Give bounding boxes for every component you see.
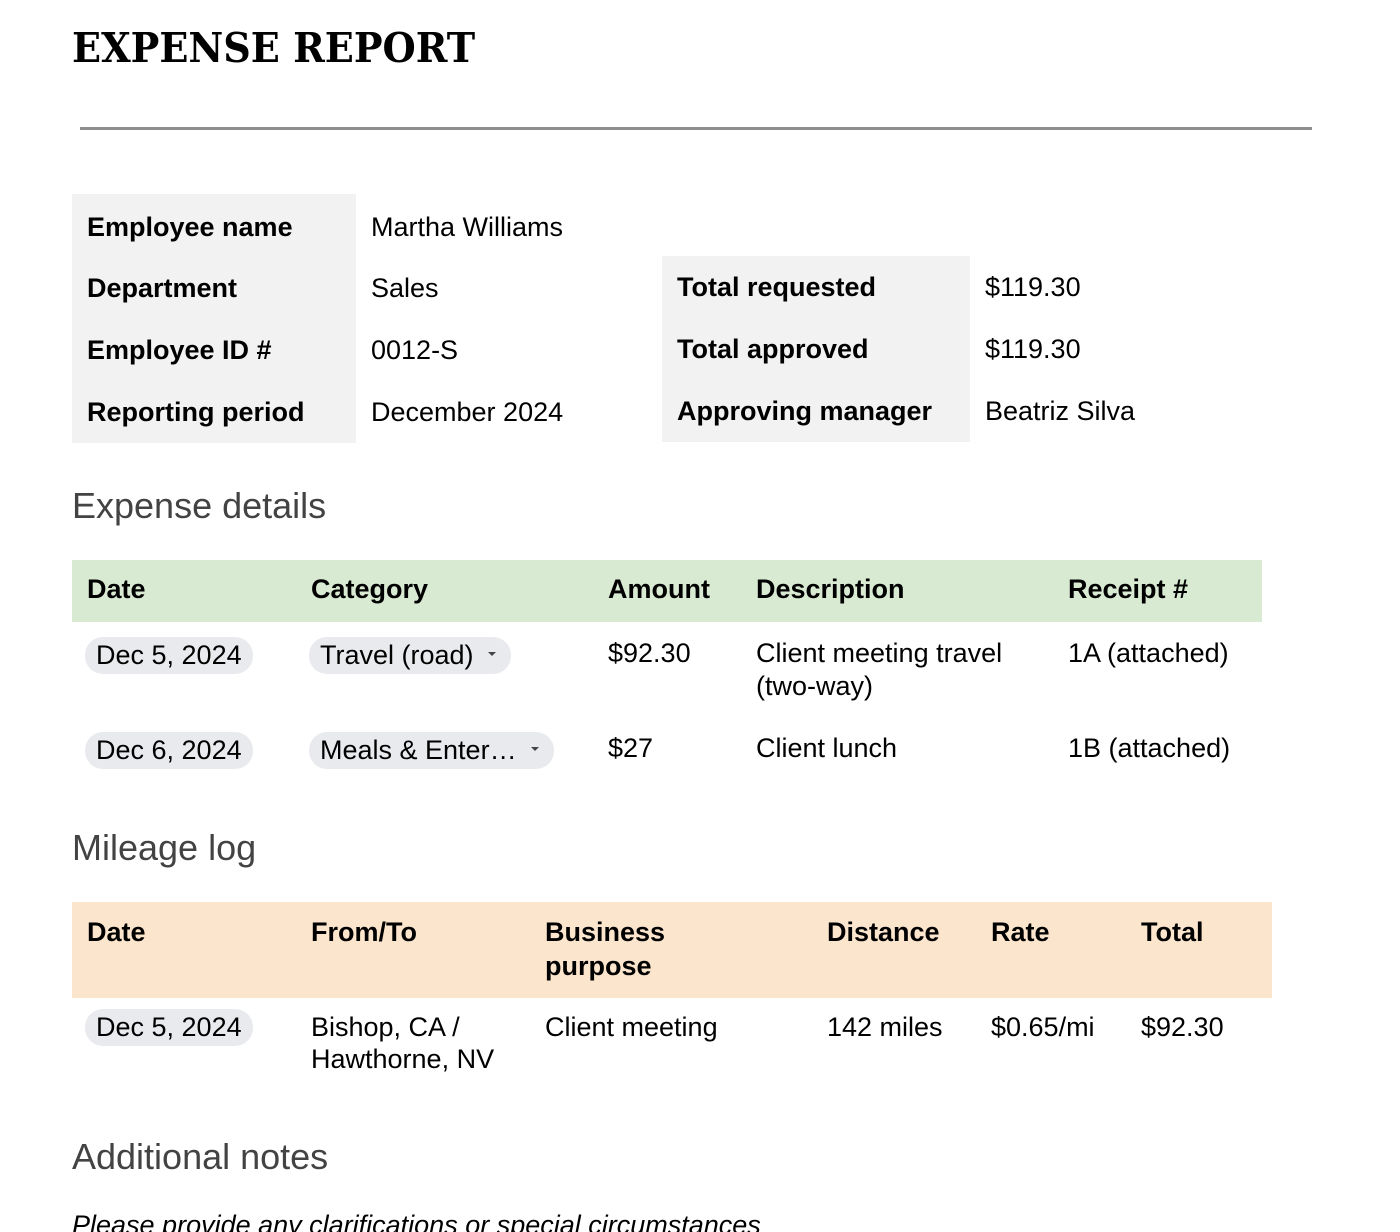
category-cell: Meals & Enter… [296,717,593,769]
description-cell[interactable]: Client lunch [756,733,898,763]
info-value[interactable]: Sales [371,272,439,303]
date-chip[interactable]: Dec 5, 2024 [85,637,253,674]
info-value[interactable]: December 2024 [371,396,564,427]
table-header-row: Date Category Amount Description Receipt… [72,560,1262,622]
document-title: EXPENSE REPORT [72,24,476,72]
info-row: Department Sales [72,257,578,319]
category-value: Meals & Enter… [320,735,517,765]
section-heading-expense-details: Expense details [72,485,327,526]
date-cell: Dec 5, 2024 [72,998,296,1075]
date-cell: Dec 6, 2024 [72,717,296,769]
info-label: Total requested [662,256,970,318]
notes-text[interactable]: Please provide any clarifications or spe… [72,1210,761,1232]
purpose-cell[interactable]: Client meeting [545,1012,718,1042]
column-header-date: Date [87,917,146,947]
amount-cell[interactable]: $27 [608,733,654,763]
column-header-amount: Amount [608,574,710,604]
category-dropdown[interactable]: Meals & Enter… [309,732,554,769]
mileage-log-table: Date From/To Business purpose Distance R… [72,902,1272,1075]
dropdown-arrow-icon [487,651,496,656]
column-header-receipt: Receipt # [1068,574,1189,604]
info-row: Total approved $119.30 [662,318,1150,380]
description-line: (two-way) [756,671,874,701]
horizontal-rule [80,127,1312,130]
description-cell[interactable]: Client meeting travel (two-way) [741,622,1053,717]
expense-details-table: Date Category Amount Description Receipt… [72,560,1262,769]
info-value[interactable]: 0012-S [371,334,459,365]
info-row: Employee name Martha Williams [72,194,578,257]
info-label: Department [72,257,356,319]
category-dropdown[interactable]: Travel (road) [309,637,511,674]
table-row: Dec 5, 2024 Bishop, CA / Hawthorne, NV C… [72,998,1272,1075]
date-chip[interactable]: Dec 6, 2024 [85,732,253,769]
column-header-distance: Distance [827,917,940,947]
info-label: Reporting period [72,381,356,443]
info-value[interactable]: $119.30 [985,271,1081,302]
info-label: Approving manager [662,380,970,442]
category-cell: Travel (road) [296,622,593,717]
info-row: Total requested $119.30 [662,256,1150,318]
info-row: Employee ID # 0012-S [72,319,578,381]
column-header-rate: Rate [991,917,1050,947]
info-value[interactable]: Martha Williams [371,211,564,242]
column-header-total: Total [1141,917,1204,947]
section-heading-mileage-log: Mileage log [72,827,257,868]
distance-cell[interactable]: 142 miles [827,1012,943,1042]
info-label: Total approved [662,318,970,380]
table-row: Dec 6, 2024 Meals & Enter… $27 Client lu… [72,717,1262,769]
info-row: Reporting period December 2024 [72,381,578,443]
column-header-category: Category [311,574,429,604]
totals-info-table: Total requested $119.30 Total approved $… [662,256,1150,442]
rate-cell[interactable]: $0.65/mi [991,1012,1095,1042]
date-cell: Dec 5, 2024 [72,622,296,717]
category-value: Travel (road) [320,640,474,670]
column-header-description: Description [756,574,905,604]
employee-info-table: Employee name Martha Williams Department… [72,194,578,443]
info-row: Approving manager Beatriz Silva [662,380,1150,442]
table-row: Dec 5, 2024 Travel (road) $92.30 Client … [72,622,1262,717]
column-header-from-to: From/To [311,917,417,947]
from-to-line: Hawthorne, NV [311,1044,495,1074]
info-label: Employee name [72,194,356,257]
receipt-cell[interactable]: 1A (attached) [1068,638,1229,668]
total-cell[interactable]: $92.30 [1141,1012,1224,1042]
from-to-cell[interactable]: Bishop, CA / Hawthorne, NV [296,998,530,1075]
description-line: Client meeting travel [756,638,1003,668]
receipt-cell[interactable]: 1B (attached) [1068,733,1231,763]
from-to-line: Bishop, CA / [311,1012,460,1042]
section-heading-additional-notes: Additional notes [72,1136,329,1177]
column-header-date: Date [87,574,146,604]
dropdown-arrow-icon [530,746,539,751]
column-header-business-purpose: Business purpose [545,917,666,981]
info-label: Employee ID # [72,319,356,381]
date-chip[interactable]: Dec 5, 2024 [85,1009,253,1046]
info-value[interactable]: $119.30 [985,333,1081,364]
amount-cell[interactable]: $92.30 [608,638,691,668]
info-value[interactable]: Beatriz Silva [985,395,1136,426]
table-header-row: Date From/To Business purpose Distance R… [72,902,1272,998]
